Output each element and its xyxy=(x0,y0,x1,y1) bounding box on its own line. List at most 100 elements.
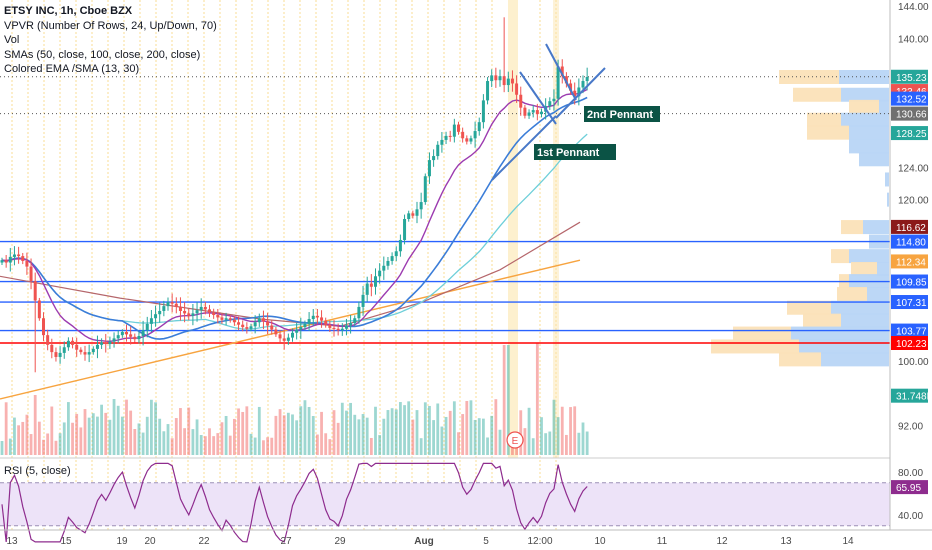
volume-bar xyxy=(565,434,568,455)
price-label-box xyxy=(891,106,928,121)
volume-bar xyxy=(556,417,560,455)
price-tick: 100.00 xyxy=(898,357,929,368)
time-tick: 13 xyxy=(6,536,18,547)
volume-bar xyxy=(299,406,303,455)
moving-averages xyxy=(0,88,588,400)
volume-bar xyxy=(120,416,124,455)
candle-body xyxy=(137,335,141,340)
candle-body xyxy=(58,352,62,357)
rsi-title: RSI (5, close) xyxy=(4,465,71,477)
volume-bar xyxy=(428,405,431,455)
candle-body xyxy=(0,260,4,263)
rsi-axis[interactable]: 80.00 40.00 65.95 xyxy=(891,468,928,522)
vpvr-row-down xyxy=(779,352,821,367)
candle-body xyxy=(540,111,543,115)
candle-body xyxy=(324,320,328,325)
candle-body xyxy=(448,135,452,137)
price-label: 112.34 xyxy=(896,257,926,268)
legend-ema[interactable]: Colored EMA /SMA (13, 30) xyxy=(4,63,140,75)
volume-bar xyxy=(307,406,311,455)
volume-bar xyxy=(436,403,440,455)
candlesticks xyxy=(0,17,589,373)
vpvr-row-up xyxy=(863,220,889,235)
candle-body xyxy=(25,260,29,267)
candle-body xyxy=(407,213,411,219)
volume-bar xyxy=(245,406,249,455)
volume-bar xyxy=(569,407,572,455)
candle-body xyxy=(461,131,465,139)
candle-body xyxy=(278,334,282,339)
price-tick: 140.00 xyxy=(898,34,929,45)
candle-body xyxy=(585,76,589,82)
candle-body xyxy=(436,144,440,157)
candle-body xyxy=(432,156,436,161)
earnings-marker[interactable]: E xyxy=(506,431,524,449)
candle-body xyxy=(154,314,158,319)
candle-body xyxy=(178,306,182,311)
volume-bar xyxy=(274,415,278,455)
candle-body xyxy=(403,218,407,240)
price-axis[interactable]: 144.00140.00124.00120.00100.0096.0092.00… xyxy=(891,2,932,433)
legend-smas[interactable]: SMAs (50, close, 100, close, 200, close) xyxy=(4,48,201,61)
candle-body xyxy=(66,340,70,348)
volume-bar xyxy=(403,405,406,455)
volume-bar xyxy=(519,410,523,455)
candle-body xyxy=(108,341,112,345)
legend-vpvr[interactable]: VPVR (Number Of Rows, 24, Up/Down, 70) xyxy=(4,19,217,32)
volume-bar xyxy=(278,409,282,455)
candle-body xyxy=(133,336,137,340)
session-backgrounds xyxy=(11,0,559,530)
vpvr-row-down xyxy=(787,300,831,315)
volume-bar xyxy=(369,437,373,455)
time-tick: 12 xyxy=(716,536,728,547)
vpvr-row-up xyxy=(841,112,889,127)
volume-bar xyxy=(83,409,87,455)
volume-bar xyxy=(461,414,465,455)
volume-bar xyxy=(440,426,444,455)
volume-bar xyxy=(262,440,265,455)
candle-body xyxy=(494,75,498,81)
candle-body xyxy=(452,124,456,137)
volume-bar xyxy=(320,411,323,455)
vpvr-row-up xyxy=(885,172,889,187)
time-axis[interactable]: 13 15 19 20 22 27 29 Aug 5 12:00 10 11 12 13 14 xyxy=(6,536,854,547)
volume-bar xyxy=(303,400,307,455)
price-tick: 124.00 xyxy=(898,163,929,174)
pennant-drawings[interactable] xyxy=(491,43,606,181)
vpvr-row-down xyxy=(841,220,863,235)
price-label-box xyxy=(891,274,928,289)
candle-body xyxy=(573,90,577,97)
volume-bar xyxy=(316,434,319,455)
volume-bar xyxy=(473,419,477,455)
candle-body xyxy=(332,327,336,329)
volume-bar xyxy=(523,428,527,455)
volume-bar xyxy=(50,406,54,455)
volume-bar xyxy=(527,407,531,455)
candle-body xyxy=(224,318,228,320)
volume-bar xyxy=(96,416,99,455)
candle-body xyxy=(253,322,257,327)
volume-bar xyxy=(220,422,224,455)
legend-symbol[interactable]: ETSY INC, 1h, Cboe BZX xyxy=(4,5,133,17)
vpvr-row-down xyxy=(851,262,877,277)
volume-bar xyxy=(328,439,332,455)
volume-bar xyxy=(199,435,203,455)
candle-body xyxy=(440,139,444,145)
candle-body xyxy=(191,313,195,316)
vpvr-row-up xyxy=(859,152,889,167)
volume-bar xyxy=(87,417,91,455)
volume-bar xyxy=(104,412,108,455)
candle-body xyxy=(423,176,427,203)
volume-bar xyxy=(357,419,361,455)
candle-body xyxy=(187,313,191,316)
candle-body xyxy=(149,318,153,324)
candle-body xyxy=(311,315,315,320)
volume-bar xyxy=(216,433,220,455)
candle-body xyxy=(266,321,270,326)
volume-bar xyxy=(399,402,402,455)
candle-body xyxy=(249,326,253,329)
volume-bar xyxy=(374,406,377,455)
vpvr-row-down xyxy=(793,87,841,102)
legend-vol[interactable]: Vol xyxy=(4,34,20,46)
